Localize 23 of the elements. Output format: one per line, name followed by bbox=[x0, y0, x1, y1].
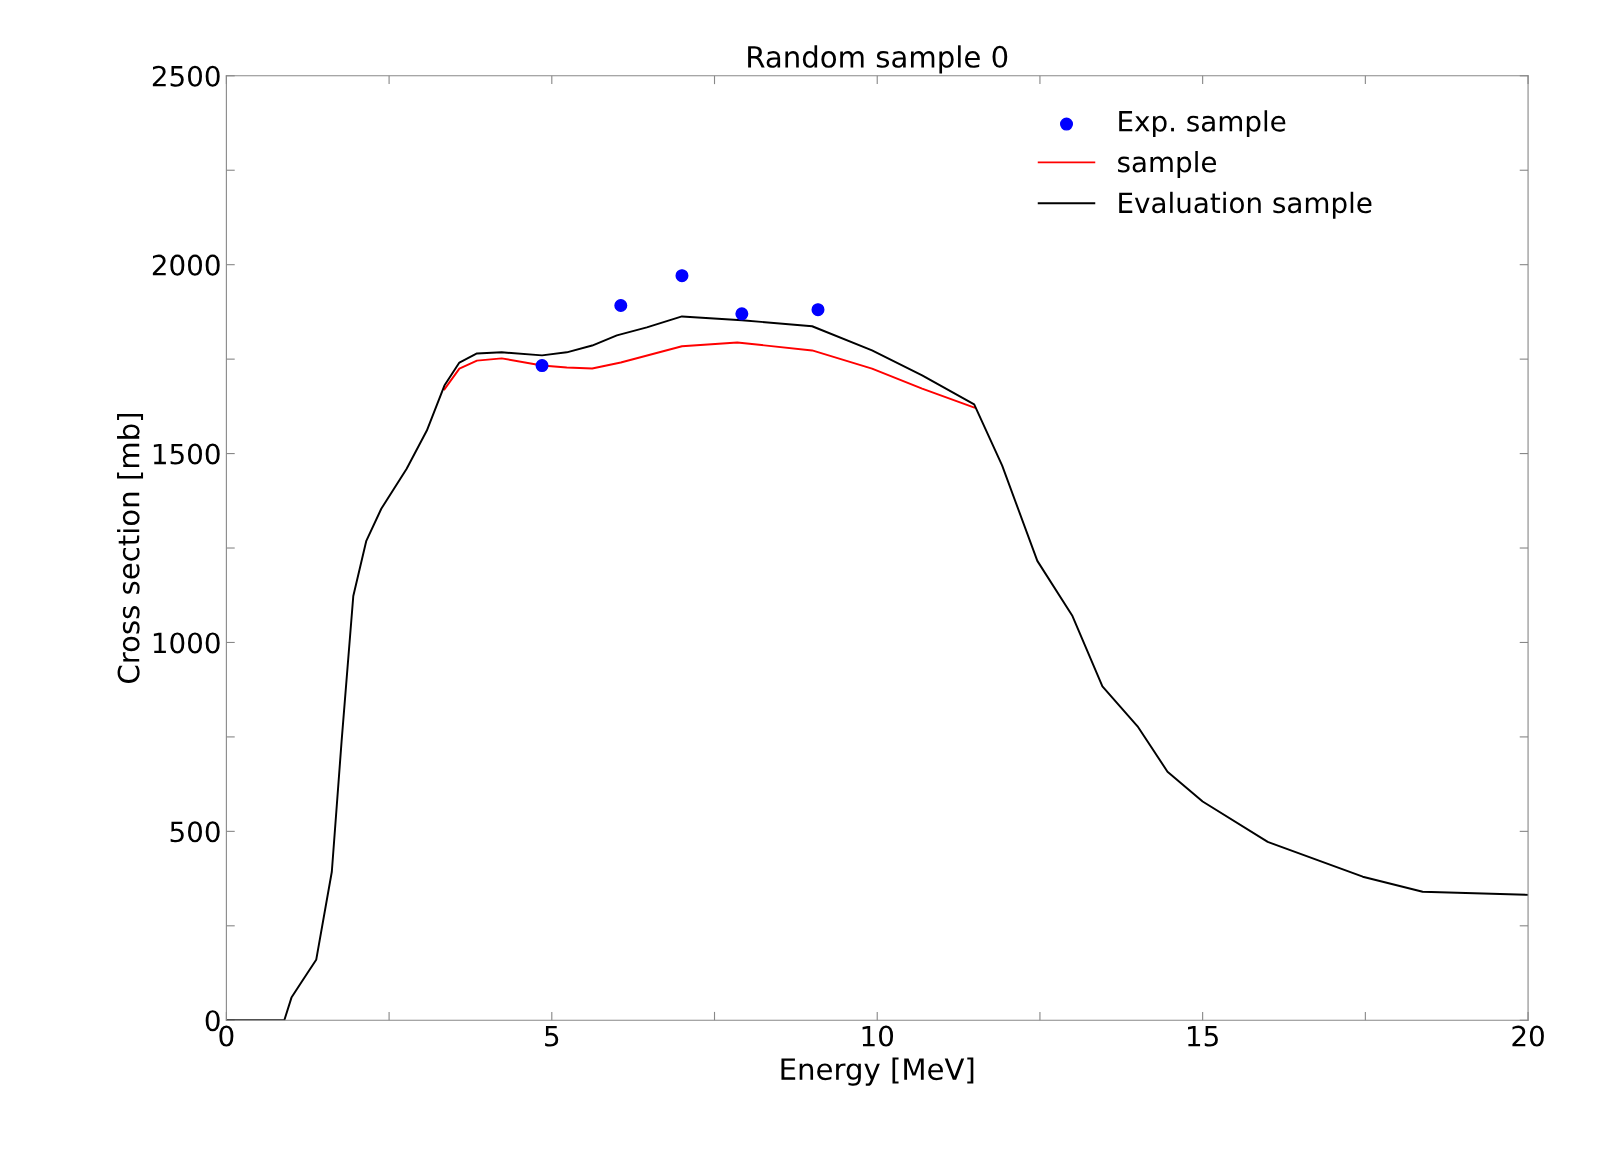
x-axis-title: Energy [MeV] bbox=[781, 1057, 974, 1086]
point bbox=[614, 298, 628, 312]
point bbox=[535, 359, 549, 373]
y-tick-label: 0 bbox=[205, 1010, 220, 1032]
legend-label: Evaluation sample bbox=[1119, 191, 1372, 219]
legend-label: sample bbox=[1118, 151, 1217, 178]
point bbox=[675, 269, 689, 283]
x-tick-label: 0 bbox=[219, 1025, 234, 1047]
point bbox=[811, 303, 825, 317]
y-tick-label: 2500 bbox=[152, 65, 220, 87]
chart-title: Random sample 0 bbox=[748, 45, 1008, 74]
y-tick-label: 1500 bbox=[153, 443, 220, 465]
y-tick-label: 2000 bbox=[152, 254, 220, 276]
line-series bbox=[443, 341, 976, 409]
x-tick-label: 20 bbox=[1512, 1025, 1544, 1047]
y-tick-label: 1000 bbox=[153, 632, 220, 654]
x-tick-label: 15 bbox=[1188, 1025, 1218, 1047]
y-axis-title: Cross section [mb] bbox=[117, 413, 144, 683]
legend-label: Exp. sample bbox=[1119, 110, 1286, 138]
point bbox=[735, 307, 749, 321]
x-tick-label: 10 bbox=[862, 1025, 894, 1047]
x-tick-label: 5 bbox=[545, 1025, 559, 1047]
y-tick-label: 500 bbox=[170, 821, 220, 843]
